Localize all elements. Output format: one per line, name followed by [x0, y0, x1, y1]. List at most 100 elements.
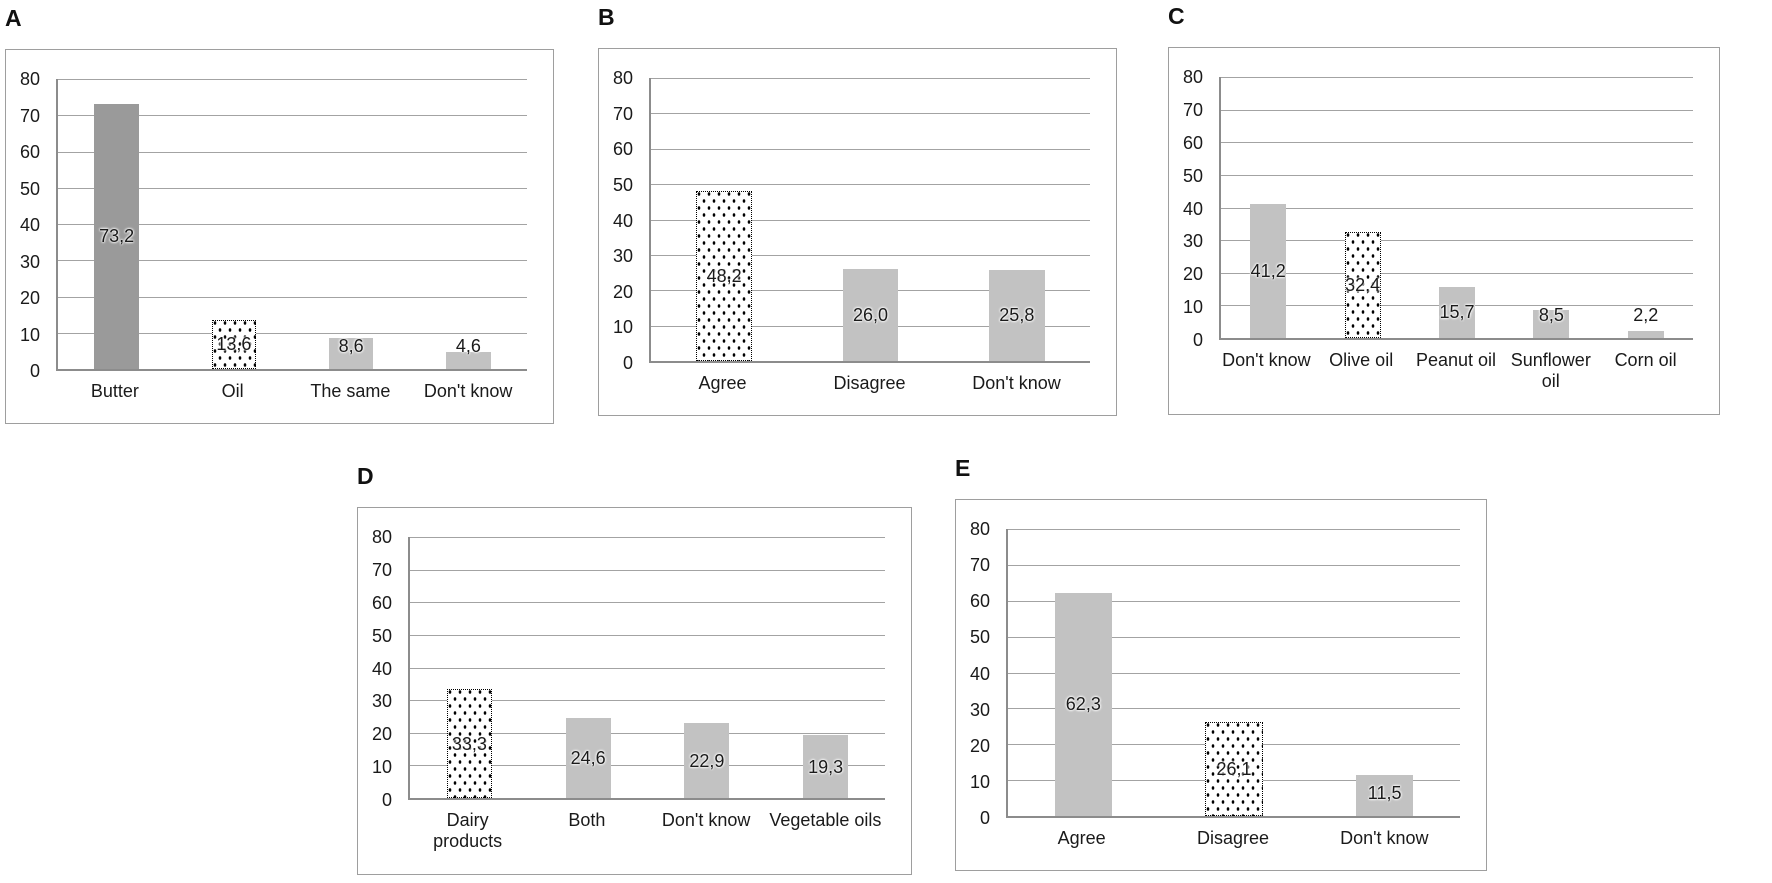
- y-tick-label: 80: [969, 519, 990, 539]
- gridline: [1221, 272, 1693, 274]
- y-tick-label: 30: [19, 251, 40, 272]
- gridline: [651, 254, 1090, 256]
- gridline: [58, 79, 527, 80]
- x-category-label: Agree: [1057, 828, 1106, 848]
- bar-solid-light: [1250, 203, 1287, 338]
- y-tick-label: 0: [29, 361, 40, 381]
- x-category-label: Don't know: [972, 373, 1061, 393]
- gridline: [410, 537, 885, 538]
- y-tick-label: 80: [612, 68, 633, 88]
- chart-frame: 0 10 20 30 40 50 60 70 80 48,2 26,0 25,8 Agree Disa…: [598, 48, 1117, 416]
- x-category-label: The same: [310, 381, 391, 401]
- chart-frame: 0 10 20 30 40 50 60 70 80 41,2 32,4 15,7 8,5 2,2 Don…: [1168, 47, 1720, 415]
- gridline: [1008, 672, 1460, 674]
- y-tick-label: 20: [371, 724, 392, 745]
- chart-frame: 0 10 20 30 40 50 60 70 80 33,3 24,6 22,9 19,3 Dairy…: [357, 507, 912, 875]
- chart-frame: 0 10 20 30 40 50 60 70 80 62,3 26,1 11,5 Agree Disa…: [955, 499, 1487, 871]
- x-category-label: Disagree: [1196, 828, 1270, 848]
- gridline: [58, 151, 527, 153]
- y-tick-label: 40: [1182, 198, 1203, 219]
- x-category-label: Olive oil: [1329, 350, 1394, 370]
- plot-area: 33,3 24,6 22,9 19,3: [408, 537, 885, 800]
- gridline: [1221, 207, 1693, 209]
- panel-label: C: [1168, 3, 1185, 29]
- gridline: [410, 569, 885, 571]
- gridline: [1221, 142, 1693, 144]
- x-category-label: Don't know: [423, 381, 513, 401]
- gridline: [58, 296, 527, 298]
- y-tick-label: 0: [979, 808, 990, 828]
- y-tick-label: 40: [969, 663, 990, 684]
- plot-area: 62,3 26,1 11,5: [1006, 529, 1460, 818]
- bar-solid-light: [684, 723, 730, 798]
- gridline: [58, 260, 527, 262]
- x-category-label: Dairy products: [433, 810, 503, 851]
- panel-label: A: [5, 5, 22, 31]
- x-axis-labels: Agree Disagree Don't know: [649, 371, 1090, 407]
- y-tick-label: 40: [19, 215, 40, 235]
- x-category-label: Agree: [698, 373, 747, 393]
- gridline: [1221, 77, 1693, 78]
- bar-dotted: [696, 190, 752, 361]
- bar-solid-light: [1356, 774, 1414, 816]
- y-axis-labels: 0 10 20 30 40 50 60 70 80: [599, 69, 641, 372]
- y-tick-label: 0: [381, 790, 392, 810]
- bar-dotted: [446, 689, 492, 798]
- x-axis-labels: Don't know Olive oil Peanut oil Sunflower o…: [1219, 348, 1693, 406]
- gridline: [410, 765, 885, 767]
- y-tick-label: 80: [19, 69, 40, 89]
- panel-b: B 0 10 20 30 40 50 60 70 80 48,2 26,0 25,8 Agree Di…: [598, 4, 1117, 416]
- y-tick-label: 50: [371, 625, 392, 646]
- gridline: [651, 184, 1090, 186]
- y-tick-label: 40: [612, 210, 633, 231]
- x-category-label: Don't know: [1340, 828, 1429, 848]
- y-tick-label: 50: [19, 178, 40, 199]
- y-tick-label: 0: [1192, 330, 1203, 350]
- y-axis-labels: 0 10 20 30 40 50 60 70 80: [6, 70, 48, 380]
- panel-d: D 0 10 20 30 40 50 60 70 80 33,3 24,6 22,9 19,3 Dai…: [357, 463, 912, 875]
- gridline: [651, 148, 1090, 150]
- y-tick-label: 10: [371, 757, 392, 778]
- gridline: [1008, 600, 1460, 602]
- bar-value-label: 2,2: [1633, 305, 1659, 325]
- bar-solid-light: [1627, 330, 1664, 338]
- gridline: [1008, 636, 1460, 638]
- x-category-label: Sunflower oil: [1510, 350, 1591, 391]
- y-tick-label: 70: [969, 555, 990, 576]
- x-axis-labels: Agree Disagree Don't know: [1006, 826, 1460, 862]
- y-tick-label: 10: [19, 324, 40, 345]
- gridline: [1221, 109, 1693, 111]
- y-tick-label: 20: [612, 281, 633, 302]
- y-tick-label: 30: [1182, 231, 1203, 252]
- y-tick-label: 20: [969, 735, 990, 756]
- y-tick-label: 10: [969, 771, 990, 792]
- y-tick-label: 70: [612, 103, 633, 124]
- y-tick-label: 60: [969, 591, 990, 612]
- bar-solid-light: [1054, 592, 1112, 816]
- gridline: [58, 187, 527, 189]
- gridline: [410, 634, 885, 636]
- plot-area: 41,2 32,4 15,7 8,5 2,2: [1219, 77, 1693, 340]
- gridline: [410, 602, 885, 604]
- y-axis-labels: 0 10 20 30 40 50 60 70 80: [1169, 68, 1211, 349]
- y-tick-label: 60: [19, 142, 40, 162]
- gridline: [1008, 708, 1460, 710]
- y-axis-labels: 0 10 20 30 40 50 60 70 80: [956, 520, 998, 827]
- bar-dotted: [1205, 722, 1263, 816]
- x-category-label: Both: [568, 810, 606, 830]
- gridline: [651, 219, 1090, 221]
- gridline: [410, 700, 885, 702]
- panel-e: E 0 10 20 30 40 50 60 70 80 62,3 26,1 11,5 Agree Di…: [955, 455, 1487, 871]
- plot-area: 48,2 26,0 25,8: [649, 78, 1090, 363]
- y-tick-label: 30: [969, 699, 990, 720]
- gridline: [1221, 174, 1693, 176]
- gridline: [410, 732, 885, 734]
- y-tick-label: 0: [622, 353, 633, 373]
- y-tick-label: 60: [612, 139, 633, 160]
- panel-c: C 0 10 20 30 40 50 60 70 80 41,2 32,4 15,7 8,5 2,2 D…: [1168, 3, 1720, 415]
- y-tick-label: 20: [1182, 264, 1203, 285]
- y-tick-label: 20: [19, 288, 40, 308]
- x-category-label: Disagree: [833, 373, 906, 393]
- gridline: [1221, 240, 1693, 242]
